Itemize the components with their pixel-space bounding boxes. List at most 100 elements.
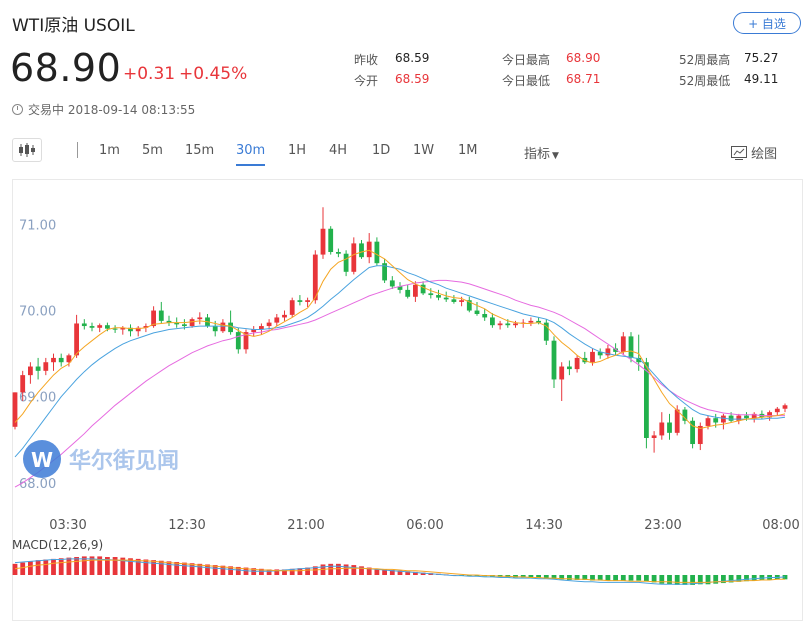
status-text: 交易中 2018-09-14 08:13:55 xyxy=(28,103,196,117)
chart-type-button[interactable] xyxy=(12,138,42,162)
candle-body xyxy=(728,415,734,421)
y-axis: 71.00 70.00 69.00 68.00 xyxy=(19,218,56,491)
macd-histogram-bar xyxy=(374,568,380,575)
candle-body xyxy=(166,320,172,323)
macd-histogram-bar xyxy=(582,575,588,580)
macd-dif-line xyxy=(14,558,786,585)
clock-icon xyxy=(12,104,23,115)
candle-body xyxy=(436,295,441,298)
macd-histogram-bar xyxy=(559,575,565,580)
x-tick-label: 12:30 xyxy=(168,518,205,533)
candle-body xyxy=(128,327,133,332)
candle-body xyxy=(112,328,118,330)
candle-body xyxy=(559,366,565,380)
candle-body xyxy=(158,310,164,321)
candle-body xyxy=(674,409,680,433)
x-tick-label: 21:00 xyxy=(287,518,324,533)
candle-body xyxy=(328,228,334,252)
macd-histogram-bar xyxy=(274,569,280,575)
active-period-underline xyxy=(236,164,265,166)
candle-body xyxy=(667,422,672,433)
chart-panel[interactable] xyxy=(12,179,803,621)
macd-histogram-bar xyxy=(312,566,318,575)
candle-body xyxy=(174,322,180,325)
candle-body xyxy=(697,425,703,445)
macd-histogram-bar xyxy=(536,575,541,579)
candle-body xyxy=(767,412,772,418)
x-tick-label: 23:00 xyxy=(644,518,681,533)
candle-body xyxy=(636,357,642,363)
toolbar-divider xyxy=(77,142,78,158)
period-1h[interactable]: 1H xyxy=(288,143,307,158)
period-1w[interactable]: 1W xyxy=(413,143,435,158)
macd-histogram-bar xyxy=(166,561,172,575)
candle-body xyxy=(597,351,603,356)
macd-histogram-bar xyxy=(574,575,580,580)
macd-histogram-bar xyxy=(405,571,411,575)
macd-histogram-bar xyxy=(128,558,133,575)
x-tick-label: 06:00 xyxy=(406,518,443,533)
candle-body xyxy=(774,408,780,413)
candle-body xyxy=(105,325,110,329)
period-1m[interactable]: 1m xyxy=(99,143,120,158)
add-to-watchlist-button[interactable]: + 自选 xyxy=(733,12,801,34)
macd-histogram-bar xyxy=(151,560,156,575)
candle-body xyxy=(551,340,557,380)
macd-histogram-bar xyxy=(105,557,110,575)
indicator-dropdown[interactable]: 指标 ▼ xyxy=(524,143,559,162)
candle-body xyxy=(189,319,195,327)
candle-body xyxy=(351,243,357,272)
macd-histogram-bar xyxy=(567,575,572,580)
candle-body xyxy=(405,289,411,297)
macd-histogram-bar xyxy=(89,556,95,575)
macd-histogram-bar xyxy=(28,561,33,575)
watermark: W 华尔街见闻 xyxy=(23,440,179,478)
period-30m[interactable]: 30m xyxy=(236,143,266,158)
candle-body xyxy=(651,435,657,438)
y-tick-label: 69.00 xyxy=(19,391,56,406)
macd-histogram-bar xyxy=(759,575,765,580)
candle-body xyxy=(336,252,341,254)
candle-body xyxy=(736,415,742,421)
candle-body xyxy=(389,280,395,287)
candle-body xyxy=(74,323,79,356)
candle-body xyxy=(567,366,572,370)
candle-body xyxy=(81,323,87,327)
macd-histogram-bar xyxy=(697,575,703,585)
stat-label: 52周最高 xyxy=(679,53,731,67)
macd-histogram-bar xyxy=(389,570,395,575)
stat-label: 昨收 xyxy=(354,53,379,67)
x-tick-label: 14:30 xyxy=(525,518,562,533)
macd-histogram-bar xyxy=(659,575,665,584)
period-1mo[interactable]: 1M xyxy=(458,143,478,158)
macd-histogram-bar xyxy=(705,575,711,585)
macd-histogram-bar xyxy=(420,572,426,575)
macd-histogram-bar xyxy=(667,575,672,585)
draw-button[interactable]: 绘图 xyxy=(731,143,777,162)
macd-histogram-bar xyxy=(690,575,695,585)
macd-histogram-bar xyxy=(51,558,56,575)
candle-body xyxy=(620,336,626,352)
period-4h[interactable]: 4H xyxy=(329,143,348,158)
candle-body xyxy=(143,326,149,328)
period-1d[interactable]: 1D xyxy=(372,143,391,158)
macd-histogram-bar xyxy=(259,568,264,575)
macd-histogram-bar xyxy=(713,575,719,584)
macd-histogram-bar xyxy=(282,569,287,575)
x-tick-label: 08:00 xyxy=(762,518,799,533)
macd-panel xyxy=(12,556,788,585)
instrument-title: WTI原油 USOIL xyxy=(12,16,135,36)
macd-histogram-bar xyxy=(674,575,680,585)
candle-body xyxy=(490,317,495,326)
candle-body xyxy=(659,422,665,436)
stat-prev-close: 昨收 68.59 xyxy=(354,51,429,68)
candle-body xyxy=(212,326,218,332)
period-5m[interactable]: 5m xyxy=(142,143,163,158)
macd-histogram-bar xyxy=(528,575,534,579)
macd-histogram-bar xyxy=(305,567,310,575)
period-15m[interactable]: 15m xyxy=(185,143,215,158)
candle-body xyxy=(382,263,387,281)
macd-histogram-bar xyxy=(543,575,549,579)
candle-body xyxy=(274,317,280,323)
candle-body xyxy=(690,420,695,445)
